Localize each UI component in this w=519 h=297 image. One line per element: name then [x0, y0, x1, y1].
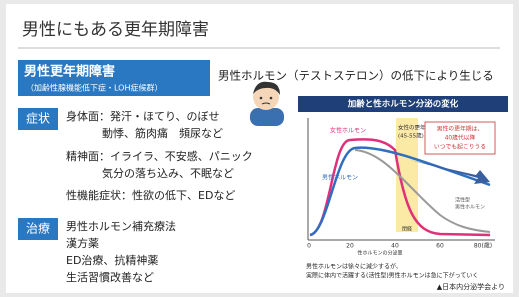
figure-label: 女性ホルモン — [330, 127, 366, 135]
treatment-line: 漢方薬 — [66, 236, 99, 250]
treatment-label: 治療 — [26, 222, 50, 236]
x-tick-label: 60 — [436, 243, 444, 250]
symptom-line: 性機能症状：性欲の低下、EDなど — [66, 188, 235, 202]
figure-label: (45-55歳) — [398, 132, 424, 140]
figure-label: 閉経 — [402, 226, 412, 233]
figure-note: 男性ホルモンは徐々に減少するが、 — [306, 263, 402, 271]
symptoms-label: 症状 — [26, 111, 50, 126]
x-tick-label: 20 — [346, 243, 354, 250]
banner-title: 男性更年期障害 — [24, 64, 115, 80]
x-tick-label: 40 — [391, 243, 399, 250]
axis-label: 性ホルモンの分泌量 — [357, 250, 402, 257]
figure-note: 実際に体内で活躍する(活性型)男性ホルモンは急に下がっていく — [306, 272, 478, 280]
title: 男性にもある更年期障害 — [22, 20, 209, 40]
figure-label: 男性の更年期は、 — [437, 125, 483, 133]
x-tick-label: 0 — [307, 243, 311, 250]
figure-label: いつでも起こりうる — [434, 143, 486, 151]
figure-label: 活性型 — [455, 197, 470, 204]
cause: 男性ホルモン（テストステロン）の低下により生じる — [218, 69, 494, 83]
figure-label: 男性ホルモン — [455, 204, 485, 211]
figure-source: ▲日本内分泌学会より — [437, 282, 505, 291]
banner-subtitle: （加齢性腺機能低下症・LOH症候群） — [26, 83, 162, 93]
treatment-line: 生活習慣改善など — [66, 270, 154, 284]
x-tick-label: 80(歳) — [474, 242, 492, 250]
figure-label: 40歳代以降 — [445, 134, 476, 142]
figure-label: 男性ホルモン — [322, 174, 358, 182]
treatment-line: 男性ホルモン補充療法 — [66, 219, 176, 233]
symptom-line: 動悸、筋肉痛 頻尿など — [102, 126, 223, 140]
treatment-line: ED治療、抗精神薬 — [66, 253, 158, 267]
symptom-line: 身体面：発汗・ほてり、のぼせ — [66, 109, 220, 123]
symptom-line: 精神面：イライラ、不安感、パニック — [66, 149, 253, 163]
symptom-line: 気分の落ち込み、不眠など — [102, 166, 234, 180]
figure-title: 加齢と性ホルモン分泌の変化 — [347, 99, 459, 110]
slide: 男性にもある更年期障害 男性更年期障害 （加齢性腺機能低下症・LOH症候群） 男… — [0, 0, 519, 297]
